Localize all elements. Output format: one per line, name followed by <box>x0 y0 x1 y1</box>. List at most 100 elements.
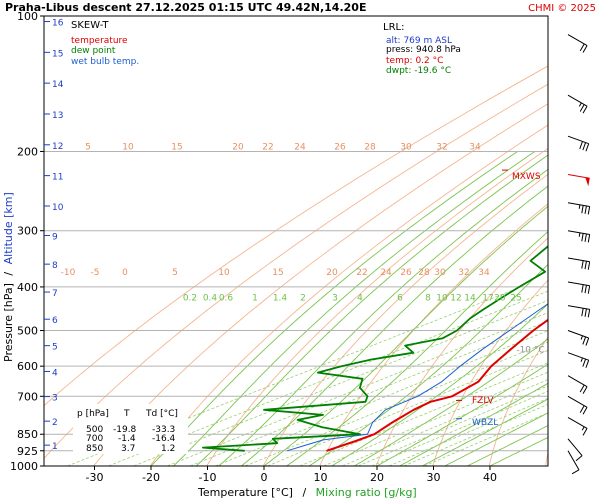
temperature-tick-label: 30 <box>427 471 441 484</box>
theta-label: 10 <box>218 268 230 278</box>
wind-barb-feather <box>585 143 590 152</box>
wind-barb-shaft <box>567 330 589 339</box>
wind-barb-feather <box>582 45 588 53</box>
moist-adiabat-line <box>421 398 548 466</box>
legend-box <box>69 17 139 67</box>
y-axis-label-sep: / <box>2 272 15 276</box>
legend-temperature: temperature <box>71 36 128 46</box>
mixing-ratio-label: 0.6 <box>219 293 234 303</box>
theta-label: 24 <box>380 268 392 278</box>
wind-barb <box>567 352 590 368</box>
wind-barb-feather <box>584 233 587 242</box>
wind-barb-feather <box>584 261 587 270</box>
wind-barb-shaft <box>567 438 583 457</box>
mixing-ratio-label: 12 <box>450 293 461 303</box>
theta-label: 32 <box>436 142 447 152</box>
theta-label: 34 <box>469 142 481 152</box>
wind-barb <box>567 230 591 243</box>
wind-barb-feather <box>585 360 590 368</box>
mixing-ratio-line <box>388 397 548 466</box>
altitude-label: 7 <box>52 289 58 299</box>
table-cell-td: -33.3 <box>152 425 175 435</box>
dry-adiabat-line <box>44 65 548 407</box>
x-axis-label-mix: Mixing ratio [g/kg] <box>316 486 417 499</box>
wind-barb-feather <box>587 261 591 270</box>
temperature-tick-label: -30 <box>86 471 104 484</box>
wind-barb-half-feather <box>581 426 585 431</box>
temperature-tick-label: -10 <box>199 471 217 484</box>
wind-barb-half-feather <box>578 204 581 209</box>
wind-barbs <box>567 34 591 475</box>
wind-barb <box>567 305 591 318</box>
temperature-profile <box>326 318 548 452</box>
levels-table: p [hPa] T Td [°C] 500 -19.8 -33.3 700 -1… <box>73 404 188 454</box>
theta-label: 15 <box>272 268 283 278</box>
wind-barb <box>567 330 590 346</box>
wind-barb-feather <box>587 285 591 294</box>
mixing-ratio-label: 2 <box>300 293 306 303</box>
wind-barb-shaft <box>567 375 588 388</box>
wind-barb <box>567 281 591 294</box>
theta-label: 5 <box>85 142 91 152</box>
wind-barb-feather <box>579 405 585 413</box>
wind-barb-feather <box>581 308 584 317</box>
wind-barb-feather <box>575 455 583 462</box>
wind-barb-feather <box>587 309 591 318</box>
wind-barb-half-feather <box>578 232 581 237</box>
fzlv-label: FZLV <box>472 396 494 406</box>
wind-barb-feather <box>582 105 588 114</box>
copyright: CHMI © 2025 <box>528 3 596 14</box>
pressure-tick-label: 700 <box>17 390 38 403</box>
pressure-tick-label: 1000 <box>10 460 38 473</box>
mixing-ratio-label: 10 <box>436 293 448 303</box>
mixing-ratio-label: 3 <box>332 293 338 303</box>
wind-barb-feather <box>579 43 585 52</box>
table-cell-td: -16.4 <box>152 434 176 444</box>
altitude-label: 2 <box>52 418 58 428</box>
plot-frame <box>43 15 549 467</box>
wind-barb-feather <box>581 284 584 293</box>
theta-label: 30 <box>400 142 412 152</box>
temperature-tick-label: -20 <box>142 471 160 484</box>
mixing-ratio-label: 4 <box>357 293 363 303</box>
wind-barb-shaft <box>567 202 590 207</box>
wind-barb-feather <box>582 386 588 394</box>
isotherm-label: -10 °C <box>516 346 544 356</box>
theta-label: 20 <box>326 268 338 278</box>
table-cell-p: 700 <box>86 434 103 444</box>
pressure-tick-label: 400 <box>17 281 38 294</box>
wind-barb <box>567 257 591 270</box>
wind-barb-feather <box>585 337 590 346</box>
theta-label: -5 <box>91 268 100 278</box>
altitude-label: 8 <box>52 261 58 271</box>
mixing-ratio-label: 17 <box>482 293 493 303</box>
profiles <box>201 245 548 452</box>
table-header-p: p [hPa] <box>77 409 109 419</box>
wind-barb-half-feather <box>580 335 583 340</box>
altitude-label: 13 <box>52 111 63 121</box>
wind-barb <box>567 135 590 152</box>
lrl-temp: temp: 0.2 °C <box>386 56 443 66</box>
wind-barb-feather <box>587 234 591 243</box>
altitude-label: 10 <box>52 203 64 213</box>
altitude-label: 9 <box>52 232 58 242</box>
mxws-label: MXWS <box>512 172 541 182</box>
table-cell-td: 1.2 <box>161 444 175 454</box>
wind-barb-shaft <box>567 34 588 47</box>
wind-barb-feather <box>584 205 587 214</box>
theta-label: -10 <box>61 268 76 278</box>
wind-barb-feather <box>582 336 587 345</box>
wind-barb-feather <box>581 260 584 269</box>
wind-barb <box>567 174 590 187</box>
wind-barb <box>567 94 588 114</box>
lrl-box: LRL: alt: 769 m ASL press: 940.8 hPa tem… <box>380 17 486 79</box>
altitude-label: 14 <box>52 80 64 90</box>
wind-barb <box>567 438 583 462</box>
wind-barb <box>567 375 588 394</box>
temperature-tick-label: 40 <box>483 471 497 484</box>
mixing-ratio-label: 8 <box>425 293 431 303</box>
wind-barb-feather <box>582 358 587 367</box>
altitude-label: 3 <box>52 394 58 404</box>
